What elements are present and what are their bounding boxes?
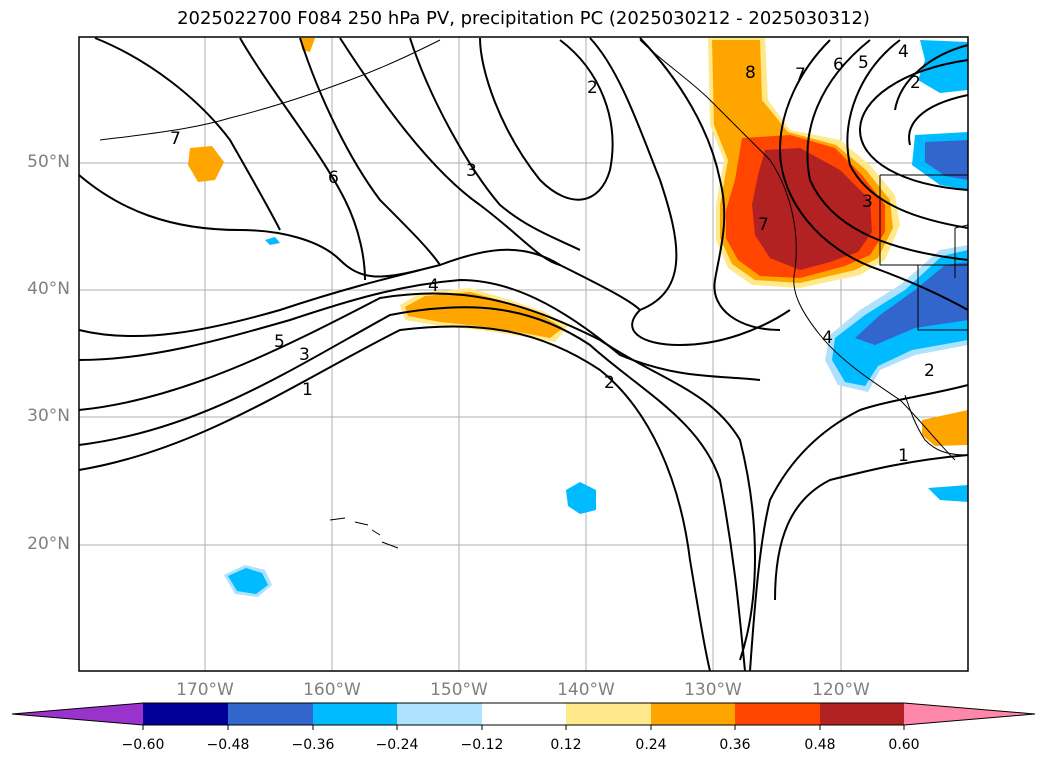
colorbar-tick-label: 0.12 [550,737,582,753]
lon-label: 130°W [684,680,742,700]
contour-label: 7 [795,65,806,85]
contour-label: 7 [170,129,181,149]
contour-label: 8 [745,63,756,83]
colorbar-segment [651,703,735,725]
colorbar-extend-right [904,703,1035,725]
lon-label: 170°W [176,680,234,700]
colorbar-segment [143,703,228,725]
contour-label: 2 [604,373,615,393]
colorbar-segment [735,703,820,725]
colorbar-segment [482,703,566,725]
map-frame [78,36,969,672]
colorbar-tick-label: 0.24 [635,737,667,753]
coastlines [99,39,969,549]
lon-label: 160°W [303,680,361,700]
contour-label: 4 [428,276,439,296]
colorbar-segment [228,703,313,725]
map-title: 2025022700 F084 250 hPa PV, precipitatio… [177,8,870,29]
pv-contours [78,37,969,672]
contour-label: 2 [910,73,921,93]
colorbar-extend-left [12,703,143,725]
contour-label: 6 [328,168,339,188]
colorbar-tick-label: −0.48 [206,737,250,753]
contour-label: 2 [924,361,935,381]
colorbar-tick-label: 0.60 [888,737,920,753]
colorbar-segment [313,703,397,725]
lat-label: 50°N [27,152,70,172]
precip-negative [224,40,968,597]
colorbar-tick-label: 0.36 [719,737,751,753]
contour-label-group: 7 6 3 2 4 5 3 1 2 8 7 6 5 4 2 3 7 4 2 1 [170,42,935,466]
colorbar-segment [820,703,904,725]
contour-label: 4 [822,328,833,348]
colorbar-tick-label: −0.24 [375,737,419,753]
lon-label: 120°W [812,680,870,700]
contour-label: 7 [758,215,769,235]
contour-label: 3 [466,161,477,181]
colorbar-tick-label: 0.48 [804,737,836,753]
colorbar-tick-label: −0.60 [121,737,165,753]
lat-label: 30°N [27,406,70,426]
contour-label: 3 [299,345,310,365]
contour-label: 2 [587,78,598,98]
contour-label: 6 [833,55,844,75]
contour-label: 1 [898,446,909,466]
contour-label: 5 [858,53,869,73]
colorbar-segment [566,703,651,725]
colorbar-segment [397,703,482,725]
lon-label: 140°W [557,680,615,700]
contour-label: 5 [274,332,285,352]
colorbar-tick-label: −0.12 [460,737,504,753]
colorbar [11,702,1036,730]
lon-label: 150°W [430,680,488,700]
contour-label: 1 [302,380,313,400]
colorbar-tick-label: −0.36 [291,737,335,753]
contour-label: 4 [898,42,909,62]
lat-label: 20°N [27,534,70,554]
lat-label: 40°N [27,279,70,299]
contour-label: 3 [862,192,873,212]
